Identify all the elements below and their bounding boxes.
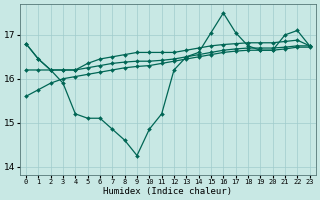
X-axis label: Humidex (Indice chaleur): Humidex (Indice chaleur) (103, 187, 232, 196)
